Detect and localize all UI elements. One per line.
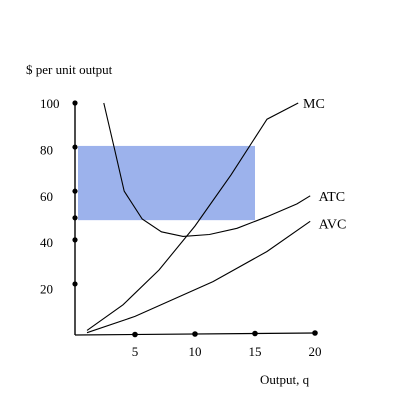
profit-region (78, 145, 255, 221)
y-axis-point (72, 188, 78, 194)
y-tick-label: 40 (40, 235, 53, 250)
y-tick-label: 60 (40, 189, 53, 204)
y-axis-point (72, 215, 78, 221)
mc-label: MC (303, 97, 325, 112)
x-axis-point (252, 330, 258, 337)
y-axis-point (72, 281, 78, 287)
atc-label: ATC (319, 190, 345, 205)
x-axis-point (132, 331, 138, 338)
avc-curve (86, 220, 311, 334)
y-axis-point (72, 144, 78, 150)
y-tick-label: 80 (40, 142, 53, 157)
y-tick-label: 20 (40, 282, 53, 297)
x-axis-label: Output, q (260, 372, 310, 387)
axis-points (72, 100, 318, 338)
x-axis-point (312, 330, 318, 336)
y-axis-label: $ per unit output (26, 62, 113, 77)
curve-labels: MC ATC AVC (303, 97, 346, 233)
atc-curve (103, 102, 311, 237)
x-tick-label: 15 (249, 344, 262, 359)
y-tick-label: 100 (40, 96, 60, 111)
cost-curves (86, 102, 311, 334)
x-axis-point (192, 331, 198, 337)
x-tick-label: 10 (189, 344, 202, 359)
y-axis-point (72, 100, 78, 106)
mc-curve (86, 102, 299, 331)
avc-label: AVC (319, 218, 347, 233)
y-axis-point (72, 237, 78, 243)
x-tick-label: 20 (309, 344, 322, 359)
x-tick-label: 5 (132, 344, 139, 359)
x-tick-labels: 5 10 15 20 (132, 344, 322, 359)
y-tick-labels: 20 40 60 80 100 (40, 96, 60, 297)
